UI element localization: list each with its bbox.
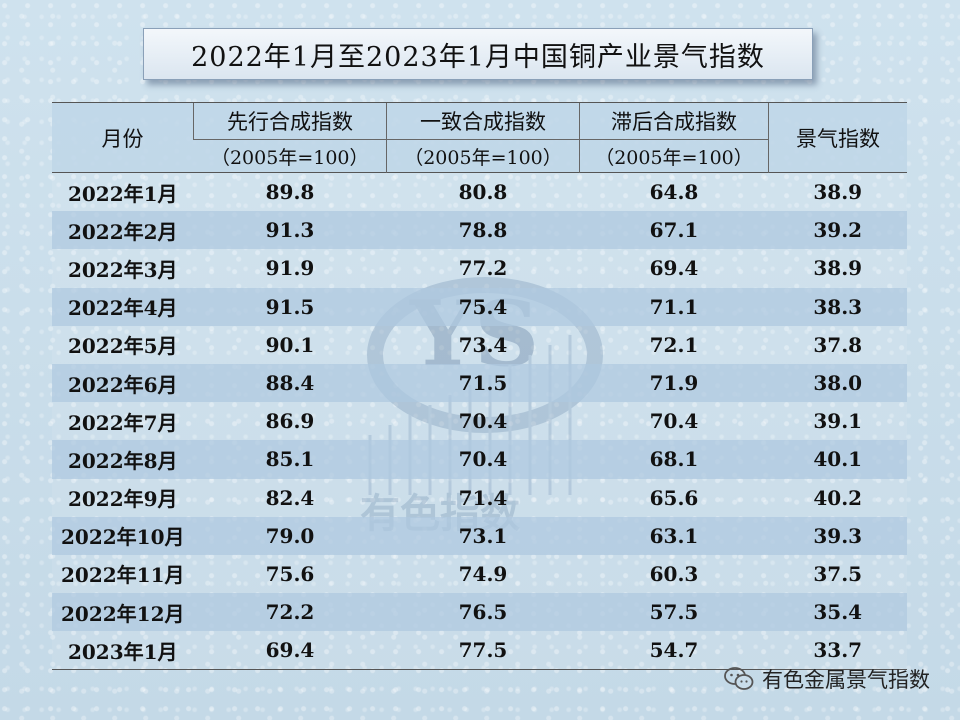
- table-row: 2022年1月 89.8 80.8 64.8 38.9: [52, 172, 907, 212]
- coincident-cell: 73.4: [386, 325, 580, 364]
- index-cell: 38.3: [768, 287, 907, 326]
- coincident-cell: 77.5: [386, 631, 580, 671]
- leading-cell: 75.6: [193, 554, 387, 594]
- header-lagging: 滞后合成指数: [579, 102, 769, 140]
- leading-cell: 85.1: [193, 440, 387, 479]
- lagging-cell: 60.3: [579, 554, 769, 594]
- table-row: 2022年12月 72.2 76.5 57.5 35.4: [52, 593, 907, 632]
- month-cell: 2022年5月: [52, 325, 194, 364]
- leading-cell: 89.8: [193, 172, 387, 212]
- header-month: 月份: [52, 102, 194, 173]
- copper-index-table: 月份 先行合成指数 一致合成指数 滞后合成指数 景气指数 （2005年=100）…: [52, 102, 907, 671]
- lagging-cell: 68.1: [579, 440, 769, 479]
- table-row: 2022年5月 90.1 73.4 72.1 37.8: [52, 325, 907, 364]
- leading-cell: 86.9: [193, 402, 387, 441]
- coincident-cell: 70.4: [386, 402, 580, 441]
- month-cell: 2022年3月: [52, 249, 194, 288]
- lagging-cell: 63.1: [579, 516, 769, 555]
- coincident-cell: 71.4: [386, 478, 580, 517]
- month-cell: 2022年6月: [52, 363, 194, 403]
- header-coincident-unit: （2005年=100）: [386, 139, 580, 173]
- table-row: 2022年4月 91.5 75.4 71.1 38.3: [52, 287, 907, 326]
- leading-cell: 88.4: [193, 363, 387, 403]
- lagging-cell: 65.6: [579, 478, 769, 517]
- lagging-cell: 72.1: [579, 325, 769, 364]
- month-cell: 2022年11月: [52, 554, 194, 594]
- month-cell: 2023年1月: [52, 631, 194, 671]
- page-title: 2022年1月至2023年1月中国铜产业景气指数: [143, 28, 813, 80]
- index-cell: 35.4: [768, 593, 907, 632]
- table-row: 2022年2月 91.3 78.8 67.1 39.2: [52, 211, 907, 250]
- month-cell: 2022年1月: [52, 172, 194, 212]
- month-cell: 2022年7月: [52, 402, 194, 441]
- coincident-cell: 75.4: [386, 287, 580, 326]
- coincident-cell: 80.8: [386, 172, 580, 212]
- coincident-cell: 70.4: [386, 440, 580, 479]
- table-row: 2022年8月 85.1 70.4 68.1 40.1: [52, 440, 907, 479]
- table-row: 2023年1月 69.4 77.5 54.7 33.7: [52, 631, 907, 671]
- footer-source: 有色金属景气指数: [724, 664, 930, 694]
- leading-cell: 82.4: [193, 478, 387, 517]
- lagging-cell: 70.4: [579, 402, 769, 441]
- month-cell: 2022年12月: [52, 593, 194, 632]
- lagging-cell: 54.7: [579, 631, 769, 671]
- leading-cell: 79.0: [193, 516, 387, 555]
- lagging-cell: 69.4: [579, 249, 769, 288]
- leading-cell: 91.3: [193, 211, 387, 250]
- coincident-cell: 76.5: [386, 593, 580, 632]
- coincident-cell: 71.5: [386, 363, 580, 403]
- lagging-cell: 67.1: [579, 211, 769, 250]
- leading-cell: 72.2: [193, 593, 387, 632]
- index-cell: 39.1: [768, 402, 907, 441]
- month-cell: 2022年2月: [52, 211, 194, 250]
- leading-cell: 91.5: [193, 287, 387, 326]
- index-cell: 39.2: [768, 211, 907, 250]
- index-cell: 40.2: [768, 478, 907, 517]
- header-leading: 先行合成指数: [193, 102, 387, 140]
- index-cell: 37.8: [768, 325, 907, 364]
- coincident-cell: 78.8: [386, 211, 580, 250]
- lagging-cell: 71.9: [579, 363, 769, 403]
- index-cell: 33.7: [768, 631, 907, 671]
- lagging-cell: 71.1: [579, 287, 769, 326]
- leading-cell: 91.9: [193, 249, 387, 288]
- table-row: 2022年3月 91.9 77.2 69.4 38.9: [52, 249, 907, 288]
- index-cell: 40.1: [768, 440, 907, 479]
- index-cell: 37.5: [768, 554, 907, 594]
- wechat-icon: [724, 667, 754, 690]
- table-row: 2022年10月 79.0 73.1 63.1 39.3: [52, 516, 907, 555]
- month-cell: 2022年10月: [52, 516, 194, 555]
- month-cell: 2022年8月: [52, 440, 194, 479]
- header-index: 景气指数: [768, 102, 907, 173]
- leading-cell: 90.1: [193, 325, 387, 364]
- index-cell: 38.9: [768, 249, 907, 288]
- coincident-cell: 74.9: [386, 554, 580, 594]
- index-cell: 38.0: [768, 363, 907, 403]
- table-row: 2022年6月 88.4 71.5 71.9 38.0: [52, 363, 907, 403]
- table-row: 2022年9月 82.4 71.4 65.6 40.2: [52, 478, 907, 517]
- coincident-cell: 77.2: [386, 249, 580, 288]
- lagging-cell: 64.8: [579, 172, 769, 212]
- header-coincident: 一致合成指数: [386, 102, 580, 140]
- index-cell: 38.9: [768, 172, 907, 212]
- lagging-cell: 57.5: [579, 593, 769, 632]
- header-lagging-unit: （2005年=100）: [579, 139, 769, 173]
- footer-text: 有色金属景气指数: [762, 668, 930, 692]
- month-cell: 2022年9月: [52, 478, 194, 517]
- table-row: 2022年7月 86.9 70.4 70.4 39.1: [52, 402, 907, 441]
- coincident-cell: 73.1: [386, 516, 580, 555]
- month-cell: 2022年4月: [52, 287, 194, 326]
- header-leading-unit: （2005年=100）: [193, 139, 387, 173]
- index-cell: 39.3: [768, 516, 907, 555]
- leading-cell: 69.4: [193, 631, 387, 671]
- table-row: 2022年11月 75.6 74.9 60.3 37.5: [52, 554, 907, 594]
